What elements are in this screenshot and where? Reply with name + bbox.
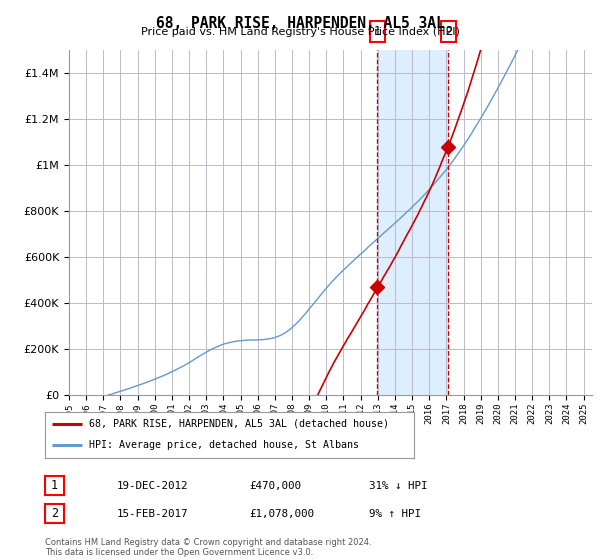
Text: £470,000: £470,000 bbox=[249, 480, 301, 491]
Bar bbox=[377, 50, 448, 395]
Text: 2: 2 bbox=[51, 507, 58, 520]
Text: 2: 2 bbox=[445, 25, 452, 38]
Text: Contains HM Land Registry data © Crown copyright and database right 2024.
This d: Contains HM Land Registry data © Crown c… bbox=[45, 538, 371, 557]
Text: 68, PARK RISE, HARPENDEN, AL5 3AL: 68, PARK RISE, HARPENDEN, AL5 3AL bbox=[155, 16, 445, 31]
Text: 1: 1 bbox=[51, 479, 58, 492]
Text: 1: 1 bbox=[374, 25, 381, 38]
Text: 19-DEC-2012: 19-DEC-2012 bbox=[117, 480, 188, 491]
Text: 9% ↑ HPI: 9% ↑ HPI bbox=[369, 508, 421, 519]
Text: Price paid vs. HM Land Registry's House Price Index (HPI): Price paid vs. HM Land Registry's House … bbox=[140, 27, 460, 37]
Text: 15-FEB-2017: 15-FEB-2017 bbox=[117, 508, 188, 519]
Text: 31% ↓ HPI: 31% ↓ HPI bbox=[369, 480, 427, 491]
Text: HPI: Average price, detached house, St Albans: HPI: Average price, detached house, St A… bbox=[89, 440, 359, 450]
Text: 68, PARK RISE, HARPENDEN, AL5 3AL (detached house): 68, PARK RISE, HARPENDEN, AL5 3AL (detac… bbox=[89, 419, 389, 429]
Text: £1,078,000: £1,078,000 bbox=[249, 508, 314, 519]
